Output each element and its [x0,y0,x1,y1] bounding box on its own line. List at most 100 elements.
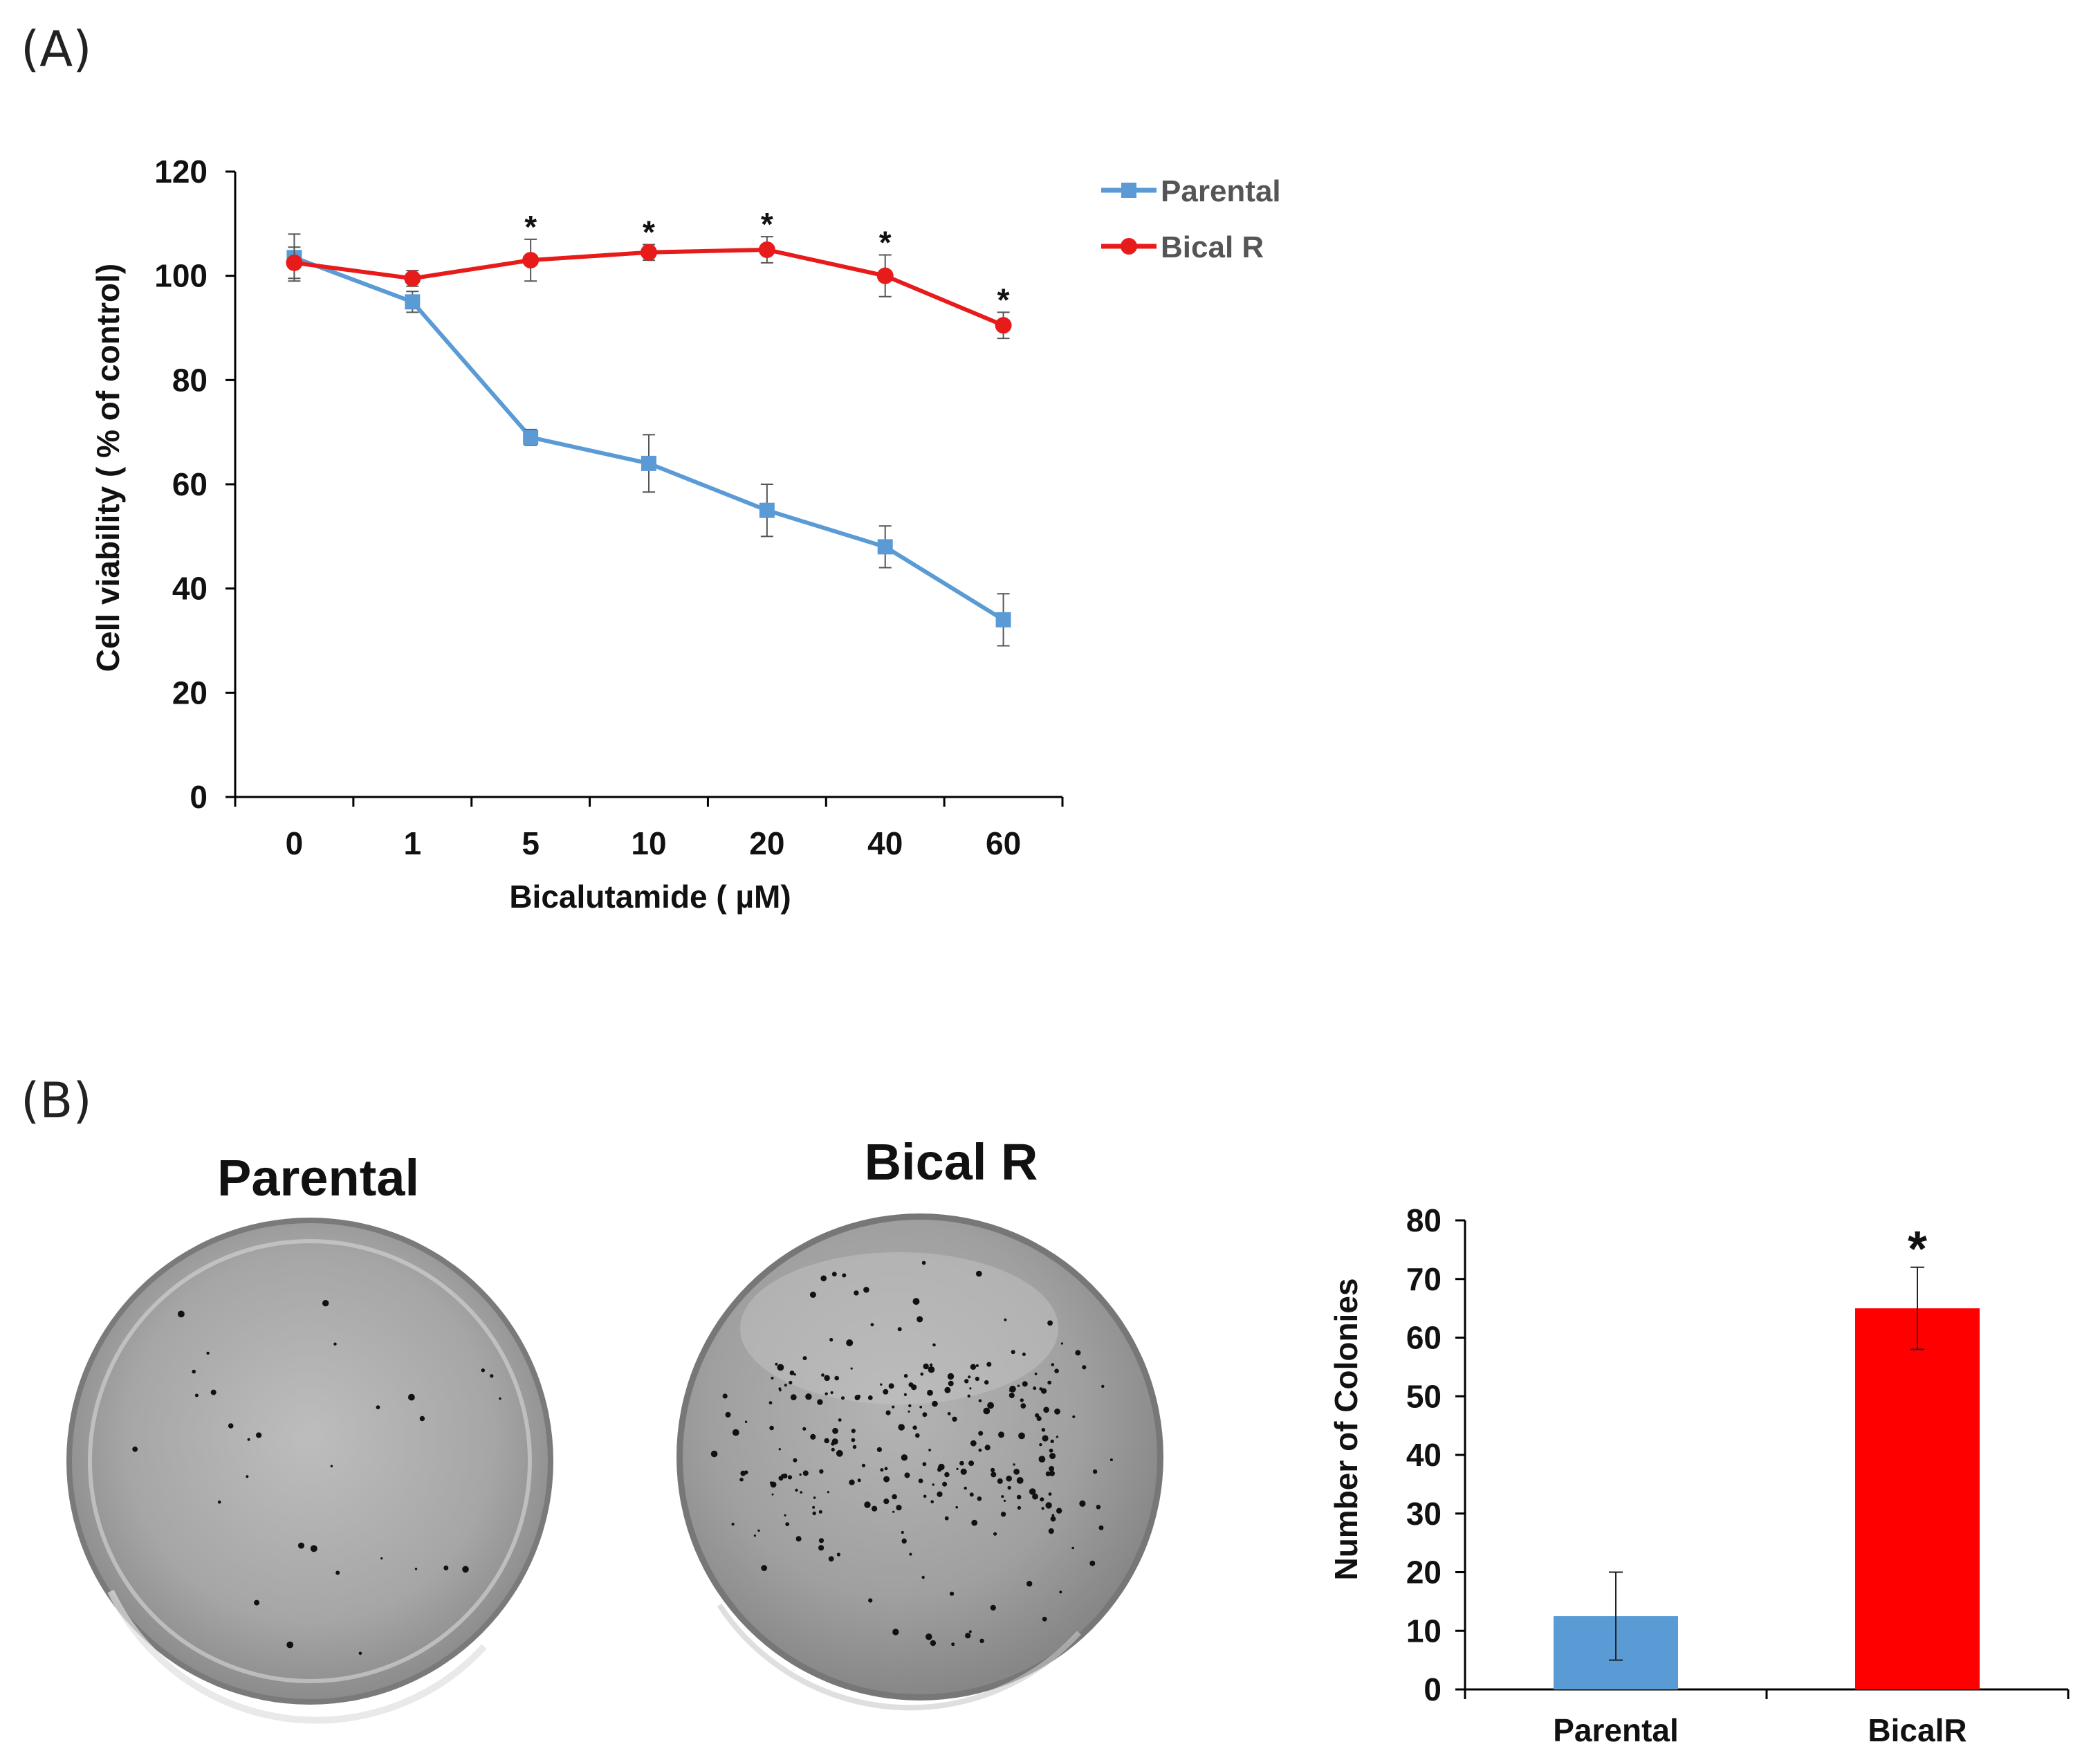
data-point [641,455,656,471]
colony-dot [944,1516,949,1521]
colony-dot [419,1415,425,1422]
data-point [641,244,657,261]
colony-dot [1056,1507,1062,1514]
colony-dot [1016,1477,1024,1484]
colony-dot [884,1467,888,1471]
colony-dot [778,1387,782,1391]
significance-star: * [643,214,655,250]
colony-dot [883,1498,890,1505]
colony-y-tick-label: 80 [1406,1202,1442,1238]
colony-dot [1049,1448,1053,1453]
colony-dot [880,1383,883,1386]
colony-dot [817,1399,823,1405]
viability-x-tick-label: 60 [986,825,1021,861]
viability-x-tick-label: 5 [522,825,540,861]
colony-dot [789,1380,793,1385]
viability-legend: Parental Bical R [1101,174,1281,264]
viability-y-tick-label: 20 [172,675,208,711]
colony-dot [950,1591,955,1596]
colony-dot [834,1375,839,1381]
colony-dot [912,1298,920,1305]
colony-dot [920,1372,924,1376]
colony-dot [1032,1493,1038,1500]
colony-dot [922,1412,928,1418]
colony-dot [322,1300,329,1307]
colony-dot [984,1445,991,1451]
colony-dot [217,1500,221,1504]
colony-dot [904,1472,910,1478]
plate-bical-r-colonies [710,1261,1113,1647]
colony-dot [892,1510,895,1513]
colony-dot [246,1475,249,1478]
colony-annotations: * [1908,1222,1927,1277]
colony-dot [1048,1492,1052,1496]
colony-dot [790,1394,797,1401]
colony-dot [812,1511,816,1516]
colony-dot [990,1604,996,1611]
colony-dot [897,1327,902,1332]
colony-dot [1038,1456,1046,1463]
series-line-bical-r [294,248,1004,328]
colony-dot [918,1478,923,1484]
colony-dot [976,1270,982,1277]
colony-dot [987,1402,994,1409]
colony-dot [898,1424,905,1431]
viability-y-tick-label: 40 [172,571,208,607]
colony-dot [1013,1463,1015,1466]
data-point [523,430,539,446]
colony-dot [923,1494,927,1498]
colony-dot [977,1496,982,1501]
colony-dot [1001,1495,1004,1498]
colony-dot [731,1523,735,1526]
data-point [995,612,1011,627]
colony-dot [490,1374,494,1378]
viability-x-tick-label: 40 [867,825,903,861]
colony-dot [955,1505,958,1509]
colony-dot [793,1373,796,1376]
colony-dot [194,1393,199,1397]
colony-dot [1020,1403,1026,1409]
colony-dot [944,1472,950,1478]
colony-dot [739,1477,744,1482]
colony-dot [1020,1398,1024,1402]
colony-dot [1039,1443,1042,1447]
colony-dot [1043,1406,1049,1413]
legend-marker-bical-r [1121,238,1137,255]
colony-y-tick-label: 0 [1424,1671,1442,1707]
colony-dot [1013,1468,1020,1475]
colony-dot [932,1483,934,1486]
colony-dot [812,1505,816,1509]
colony-dot [192,1369,196,1374]
colony-dot [836,1552,840,1557]
colony-y-ticks: 0 10 20 30 40 50 60 70 80 [1406,1202,1465,1707]
colony-dot [335,1570,340,1575]
colony-dot [802,1356,807,1361]
colony-dot [1098,1525,1104,1530]
colony-dot [917,1316,923,1323]
colony-dot [744,1420,748,1423]
legend-marker-parental [1121,183,1136,198]
colony-dot [932,1343,936,1347]
colony-dot [1075,1350,1081,1356]
colony-dot [1040,1497,1044,1502]
colony-dot [944,1386,951,1393]
colony-dot [942,1481,948,1487]
colony-dot [771,1493,774,1496]
colony-dot [991,1468,995,1473]
colony-dot [921,1575,925,1579]
colony-dot [1004,1318,1007,1321]
colony-dot [854,1290,859,1296]
panel-a-label: (A) [21,21,92,77]
colony-dot [462,1566,469,1573]
colony-dot [909,1552,912,1556]
colony-dot [998,1431,1004,1438]
colony-dot [864,1501,871,1508]
data-point [995,317,1012,334]
colony-dot [1022,1353,1026,1357]
colony-dot [795,1536,802,1542]
colony-dot [1011,1350,1015,1355]
legend-label-parental: Parental [1161,174,1281,208]
data-point [759,502,775,518]
significance-star: * [1908,1222,1927,1277]
colony-dot [732,1429,739,1436]
